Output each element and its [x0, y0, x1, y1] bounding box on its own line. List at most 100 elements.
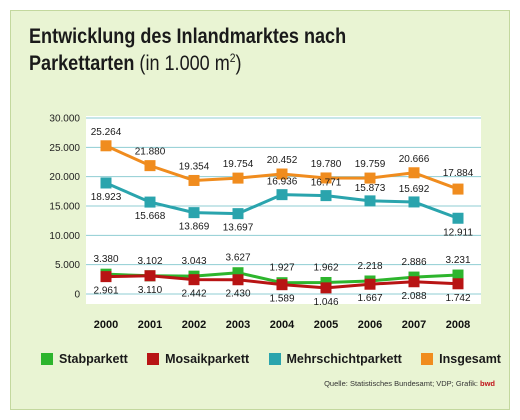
- data-point: [100, 140, 112, 152]
- data-point: [320, 282, 332, 294]
- data-label: 3.231: [445, 255, 470, 266]
- legend-label: Mosaikparkett: [165, 352, 250, 366]
- data-labels: 25.264 21.880 19.354 19.754 20.452 19.780 19.7…: [91, 127, 474, 308]
- data-point: [232, 267, 244, 279]
- data-point: [452, 278, 464, 290]
- y-tick-label: 30.000: [49, 114, 80, 125]
- data-label: 15.668: [135, 211, 166, 222]
- data-label: 2.886: [401, 257, 426, 268]
- line-chart: 0 5.000 10.000 15.000 20.000 25.000 30.000 200…: [49, 114, 481, 331]
- source-note: Quelle: Statistisches Bundesamt; VDP; Gr…: [324, 379, 495, 388]
- data-point: [452, 183, 464, 195]
- legend-label: Mehrschichtparkett: [286, 352, 402, 366]
- legend-swatch: [147, 353, 160, 365]
- data-label: 19.780: [311, 159, 342, 170]
- data-point: [276, 279, 288, 291]
- data-label: 3.380: [93, 254, 118, 265]
- data-label: 19.354: [179, 161, 210, 172]
- x-tick-label: 2007: [402, 319, 426, 331]
- chart-panel: Entwicklung des Inlandmarktes nach Parke…: [10, 10, 510, 410]
- x-tick-label: 2008: [446, 319, 470, 331]
- data-point: [232, 208, 244, 220]
- data-label: 1.927: [269, 263, 294, 274]
- data-point: [408, 276, 420, 288]
- legend-swatch: [421, 353, 434, 365]
- data-point: [188, 274, 200, 286]
- legend-swatch: [268, 353, 281, 365]
- data-point: [144, 160, 156, 172]
- data-label: 25.264: [91, 127, 122, 138]
- series-lines: [100, 140, 464, 294]
- data-label: 3.102: [137, 256, 162, 267]
- chart-title-unit: (in 1.000 m: [139, 52, 230, 75]
- data-label: 3.627: [225, 253, 250, 264]
- data-label: 13.869: [179, 222, 210, 233]
- data-label: 21.880: [135, 147, 166, 158]
- legend-item: Mehrschichtparkett: [268, 351, 402, 367]
- data-label: 3.110: [138, 285, 163, 296]
- x-axis-ticks: 2000 2001 2002 2003 2004 2005 2006 2007 2008: [94, 319, 470, 331]
- data-label: 20.666: [399, 154, 430, 165]
- x-tick-label: 2001: [138, 319, 162, 331]
- chart-title-unit-superscript: 2: [229, 51, 236, 65]
- y-tick-label: 5.000: [55, 260, 80, 271]
- x-tick-label: 2005: [314, 319, 338, 331]
- y-tick-label: 0: [74, 290, 80, 301]
- data-label: 16.771: [311, 178, 342, 189]
- data-point: [188, 207, 200, 219]
- data-label: 1.046: [313, 297, 338, 308]
- data-label: 2.088: [401, 291, 426, 302]
- source-brand: bwd: [480, 379, 495, 388]
- data-point: [452, 269, 464, 281]
- legend-item: Mosaikparkett: [147, 351, 249, 367]
- data-point: [232, 274, 244, 286]
- data-point: [364, 172, 376, 184]
- data-point: [188, 174, 200, 186]
- data-point: [232, 172, 244, 184]
- y-tick-label: 15.000: [49, 202, 80, 213]
- data-label: 3.043: [181, 256, 206, 267]
- x-tick-label: 2004: [270, 319, 295, 331]
- legend-item: Stabparkett: [41, 351, 128, 367]
- x-tick-label: 2006: [358, 319, 382, 331]
- legend-swatch: [41, 353, 53, 365]
- series-mosaikparkett: [100, 270, 464, 294]
- chart-title-unit-close: ): [235, 52, 242, 75]
- data-point: [100, 177, 112, 189]
- data-point: [276, 168, 288, 180]
- legend-label: Stabparkett: [59, 352, 128, 366]
- data-label: 20.452: [267, 155, 298, 166]
- data-label: 1.667: [357, 293, 382, 304]
- data-point: [144, 196, 156, 208]
- x-tick-label: 2003: [226, 319, 250, 331]
- y-tick-label: 25.000: [49, 143, 80, 154]
- data-point: [364, 195, 376, 207]
- data-label: 18.923: [91, 192, 122, 203]
- legend-label: Insgesamt: [439, 352, 501, 366]
- data-label: 1.742: [445, 293, 470, 304]
- data-label: 17.884: [443, 168, 474, 179]
- legend-item: Insgesamt: [421, 351, 501, 367]
- y-tick-label: 20.000: [49, 172, 80, 183]
- data-label: 15.873: [355, 183, 386, 194]
- legend: Stabparkett Mosaikparkett Mehrschichtparke…: [41, 351, 501, 367]
- chart-title-line2: Parkettarten: [29, 52, 135, 75]
- chart-title-line1: Entwicklung des Inlandmarktes nach: [29, 25, 347, 48]
- data-point: [408, 196, 420, 208]
- data-label: 19.759: [355, 159, 386, 170]
- data-point: [276, 189, 288, 201]
- data-label: 13.697: [223, 223, 254, 234]
- data-label: 16.936: [267, 177, 298, 188]
- y-tick-label: 10.000: [49, 231, 80, 242]
- series-insgesamt: [100, 140, 464, 195]
- data-label: 1.589: [269, 294, 294, 305]
- data-label: 2.218: [357, 261, 382, 272]
- chart-title: Entwicklung des Inlandmarktes nach Parke…: [29, 23, 433, 77]
- x-tick-label: 2002: [182, 319, 206, 331]
- data-point: [452, 212, 464, 224]
- series-mehrschichtparkett: [100, 177, 464, 224]
- data-label: 19.754: [223, 159, 254, 170]
- data-label: 15.692: [399, 184, 430, 195]
- data-point: [144, 270, 156, 282]
- data-point: [408, 167, 420, 179]
